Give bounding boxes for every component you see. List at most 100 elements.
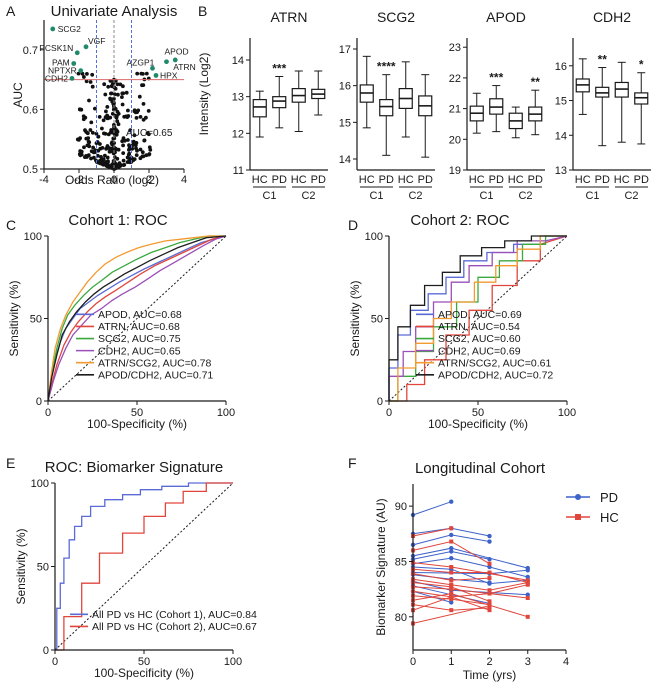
subject-trajectory: [412, 593, 528, 618]
legend-entry: APOD/CDH2, AUC=0.71: [98, 370, 213, 382]
background-point: [140, 83, 144, 88]
panel-f-longitudinal: Longitudinal Cohort 80 85 90 0 1 2 3 4 Time (yrs)…: [374, 460, 619, 682]
y-tick-label: 13: [232, 92, 244, 104]
y-tick-label: 14: [555, 130, 567, 142]
labeled-point: [153, 73, 159, 78]
roc-x-label: 100-Specificity (%): [94, 666, 194, 680]
background-point: [116, 122, 121, 127]
roc-title: Cohort 1: ROC: [68, 212, 167, 229]
background-point: [92, 155, 96, 160]
cohort-label: C1: [369, 190, 383, 202]
pd-marker: [525, 568, 530, 573]
group-label: PD: [379, 174, 394, 186]
background-point: [140, 150, 145, 155]
group-label: PD: [528, 174, 543, 186]
background-point: [121, 143, 125, 148]
hc-marker: [525, 578, 530, 583]
roc-curve: [47, 235, 227, 402]
legend-entry: ATRN, AUC=0.54: [438, 321, 520, 333]
y-tick-label: 15: [339, 117, 351, 129]
background-point: [105, 144, 110, 148]
background-point: [147, 152, 152, 156]
background-point: [105, 105, 110, 109]
hc-marker: [487, 608, 492, 613]
group-label: HC: [575, 174, 591, 186]
background-point: [121, 151, 126, 156]
background-point: [144, 153, 149, 158]
background-point: [87, 140, 92, 145]
y-tick-label: 16: [555, 61, 567, 73]
legend-entry: ATRN, AUC=0.68: [98, 321, 180, 333]
x-tick-label: 4: [181, 174, 187, 186]
hc-marker: [449, 565, 454, 569]
hc-marker: [449, 591, 454, 596]
background-point: [139, 71, 144, 76]
background-point: [106, 132, 111, 137]
significance-stars: **: [531, 75, 541, 89]
background-point: [120, 102, 125, 107]
background-point: [84, 79, 89, 84]
legend-entry: APOD/CDH2, AUC=0.72: [438, 370, 553, 382]
hc-marker: [487, 603, 492, 608]
x-tick-label: 100: [224, 656, 242, 668]
background-point: [91, 145, 95, 150]
background-point: [78, 136, 82, 141]
hc-marker: [449, 608, 454, 613]
y-tick-label: 0: [43, 645, 49, 657]
y-tick-label: 23: [449, 42, 461, 54]
legend-marker: [575, 514, 581, 520]
background-point: [103, 92, 108, 97]
subject-trajectory: [412, 568, 528, 583]
background-point: [110, 140, 114, 145]
background-point: [121, 158, 126, 163]
cohort-label: C2: [408, 190, 422, 202]
chance-diagonal: [54, 482, 234, 651]
x-tick-label: 0: [386, 407, 392, 419]
background-point: [118, 82, 123, 87]
background-point: [121, 163, 126, 168]
background-point: [82, 75, 86, 79]
panel-f-x-label: Time (yrs): [463, 668, 517, 682]
legend-entry: SCG2, AUC=0.60: [438, 333, 521, 345]
panel-a-title: Univariate Analysis: [51, 3, 178, 20]
roc-curve: [55, 482, 233, 651]
y-tick-label: 17: [339, 44, 351, 56]
y-tick-label: 14: [232, 55, 244, 67]
group-label: PD: [489, 174, 504, 186]
x-tick-label: 0: [410, 656, 416, 668]
auc-threshold-label: AUC=0.65: [126, 128, 173, 139]
pd-marker: [487, 564, 492, 570]
x-tick-label: 4: [563, 656, 569, 668]
background-point: [132, 133, 137, 138]
point-label: VGF: [88, 36, 105, 46]
legend-entry: APOD, AUC=0.68: [98, 309, 182, 321]
x-tick-label: 0: [52, 656, 58, 668]
y-tick-label: 100: [31, 478, 49, 490]
background-point: [96, 134, 101, 139]
point-label: APOD: [165, 47, 189, 57]
background-point: [100, 158, 105, 163]
x-tick-label: 100: [558, 407, 576, 419]
roc-curve: [47, 235, 227, 402]
labeled-point: [172, 57, 178, 63]
hc-marker: [449, 594, 454, 599]
hc-marker: [525, 595, 530, 600]
background-point: [113, 86, 118, 91]
significance-stars: **: [598, 53, 608, 67]
background-point: [96, 160, 101, 165]
pd-marker: [487, 533, 492, 539]
background-point: [112, 92, 117, 97]
background-point: [118, 163, 123, 167]
background-point: [134, 116, 139, 120]
y-tick-label: 50: [30, 314, 42, 326]
background-point: [142, 138, 147, 143]
labeled-point: [71, 61, 77, 66]
roc-y-label: Sensitivity (%): [7, 280, 21, 356]
labeled-point: [69, 76, 75, 81]
background-point: [127, 147, 132, 151]
group-label: HC: [614, 174, 630, 186]
background-point: [106, 84, 111, 89]
background-point: [88, 80, 93, 84]
background-point: [112, 96, 116, 101]
